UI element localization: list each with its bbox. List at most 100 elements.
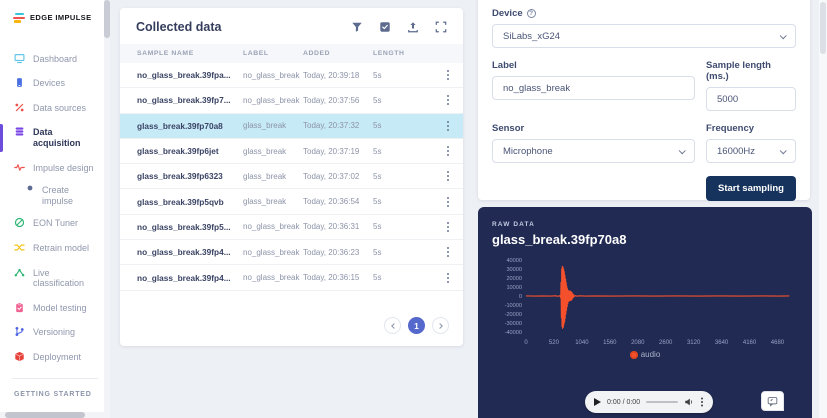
row-menu-icon[interactable] xyxy=(447,114,463,138)
volume-icon[interactable] xyxy=(684,397,694,407)
row-menu-icon[interactable] xyxy=(447,88,463,112)
x-tick-label: 2080 xyxy=(631,340,645,346)
sample-name: no_glass_break.39fp4... xyxy=(137,247,231,258)
sample-added: Today, 20:39:18 xyxy=(303,70,360,80)
device-label: Device xyxy=(492,8,523,19)
sample-length-input[interactable] xyxy=(706,87,796,111)
sidebar-item-label: Deployment xyxy=(33,352,82,363)
sample-length: 5s xyxy=(373,95,382,105)
waveform-chart-svg: 40000 30000 20000 10000 0 -10000 -20000 -30000 -… xyxy=(505,258,790,346)
sidebar-item-model-testing[interactable]: Model testing xyxy=(0,296,110,321)
table-header-row: Sample name Label Added Length xyxy=(120,44,463,63)
devices-icon xyxy=(14,77,25,88)
sidebar-item-label: Retrain model xyxy=(33,243,90,254)
x-tick-label: 3120 xyxy=(687,340,701,346)
select-mode-icon[interactable] xyxy=(378,21,391,34)
sample-name: glass_break.39fp6jet xyxy=(137,146,219,157)
sample-length: 5s xyxy=(373,247,382,257)
sample-label: glass_break xyxy=(243,171,287,181)
sample-added: Today, 20:37:32 xyxy=(303,121,360,131)
sample-name: no_glass_break.39fp5... xyxy=(137,221,231,232)
sidebar-vertical-scrollbar-thumb[interactable] xyxy=(104,0,110,38)
edge-impulse-logo[interactable]: EDGE IMPULSE xyxy=(0,0,110,23)
table-row[interactable]: glass_break.39fp70a8 glass_break Today, … xyxy=(120,113,463,139)
upload-icon[interactable] xyxy=(406,21,419,34)
sidebar-vertical-scrollbar[interactable] xyxy=(104,0,110,418)
page-vertical-scrollbar-thumb[interactable] xyxy=(820,2,826,54)
sidebar-item-label: Data sources xyxy=(33,102,87,113)
table-row[interactable]: glass_break.39fp5qvb glass_break Today, … xyxy=(120,189,463,215)
sidebar-item-label: EON Tuner xyxy=(33,218,79,229)
table-row[interactable]: no_glass_break.39fp4... no_glass_break T… xyxy=(120,240,463,266)
table-row[interactable]: no_glass_break.39fpa... no_glass_break T… xyxy=(120,63,463,89)
chevron-down-icon xyxy=(779,31,787,39)
next-page-button[interactable] xyxy=(432,317,449,334)
device-select[interactable]: SiLabs_xG24 xyxy=(492,24,796,48)
dashboard-icon xyxy=(14,53,25,64)
sidebar-horizontal-scrollbar[interactable] xyxy=(0,412,104,418)
filter-icon[interactable] xyxy=(350,21,363,34)
label-input[interactable] xyxy=(492,76,695,100)
waveform-chart: 40000 30000 20000 10000 0 -10000 -20000 -30000 -… xyxy=(492,255,798,347)
sidebar-item-eon-tuner[interactable]: EON Tuner xyxy=(0,211,110,236)
table-row[interactable]: glass_break.39fp6323 glass_break Today, … xyxy=(120,164,463,190)
sidebar-item-create-impulse[interactable]: Create impulse xyxy=(0,180,110,211)
sidebar-item-retrain-model[interactable]: Retrain model xyxy=(0,236,110,261)
y-tick-label: -40000 xyxy=(505,330,522,336)
versioning-icon xyxy=(14,326,25,337)
table-row[interactable]: glass_break.39fp6jet glass_break Today, … xyxy=(120,139,463,165)
sidebar-item-versioning[interactable]: Versioning xyxy=(0,320,110,345)
sidebar-item-data-acquisition[interactable]: Data acquisition xyxy=(0,120,110,155)
row-menu-icon[interactable] xyxy=(447,189,463,213)
row-menu-icon[interactable] xyxy=(447,240,463,264)
raw-data-menu-icon[interactable] xyxy=(792,223,800,227)
table-row[interactable]: no_glass_break.39fp4... no_glass_break T… xyxy=(120,265,463,291)
feedback-widget-button[interactable] xyxy=(761,391,784,411)
sidebar-item-deployment[interactable]: Deployment xyxy=(0,345,110,370)
label-label: Label xyxy=(492,60,517,71)
x-tick-label: 520 xyxy=(549,340,560,346)
edge-impulse-logo-icon xyxy=(13,13,25,23)
sample-length: 5s xyxy=(373,222,382,232)
logo-text: EDGE IMPULSE xyxy=(30,13,92,23)
create-impulse-bullet-icon xyxy=(26,184,34,192)
sample-length: 5s xyxy=(373,146,382,156)
sidebar-horizontal-scrollbar-thumb[interactable] xyxy=(5,412,85,418)
x-tick-label: 4680 xyxy=(771,340,785,346)
y-tick-label: 40000 xyxy=(506,258,522,264)
sidebar-item-data-sources[interactable]: Data sources xyxy=(0,96,110,121)
row-menu-icon[interactable] xyxy=(447,139,463,163)
legend-item-audio[interactable]: audio xyxy=(492,350,798,359)
table-row[interactable]: no_glass_break.39fp7... no_glass_break T… xyxy=(120,88,463,114)
sidebar-item-impulse-design[interactable]: Impulse design xyxy=(0,156,110,181)
start-sampling-button[interactable]: Start sampling xyxy=(706,176,796,201)
sensor-select[interactable]: Microphone xyxy=(492,139,695,163)
row-menu-icon[interactable] xyxy=(447,215,463,239)
prev-page-button[interactable] xyxy=(384,317,401,334)
raw-data-panel: RAW DATA glass_break.39fp70a8 40000 30000… xyxy=(478,207,812,418)
expand-icon[interactable] xyxy=(434,21,447,34)
sample-added: Today, 20:36:23 xyxy=(303,247,360,257)
sample-length: 5s xyxy=(373,70,382,80)
play-icon[interactable] xyxy=(594,398,601,406)
player-menu-icon[interactable] xyxy=(700,401,704,403)
table-row[interactable]: no_glass_break.39fp5... no_glass_break T… xyxy=(120,215,463,241)
player-progress-bar[interactable] xyxy=(646,401,678,403)
sidebar-item-devices[interactable]: Devices xyxy=(0,71,110,96)
sample-name: no_glass_break.39fpa... xyxy=(137,70,231,81)
sidebar-item-live-classification[interactable]: Live classification xyxy=(0,261,110,296)
legend-audio-label: audio xyxy=(640,350,661,359)
sidebar-item-label: Devices xyxy=(33,78,66,89)
sidebar-item-label: Live classification xyxy=(33,267,85,289)
current-page-button[interactable]: 1 xyxy=(408,317,425,334)
frequency-select[interactable]: 16000Hz xyxy=(706,139,796,163)
sidebar: EDGE IMPULSE Dashboard Devices Data sour… xyxy=(0,0,110,418)
row-menu-icon[interactable] xyxy=(447,63,463,87)
y-tick-label: 10000 xyxy=(506,285,522,291)
help-icon[interactable]: ? xyxy=(526,9,536,18)
page-vertical-scrollbar[interactable] xyxy=(819,0,827,418)
sidebar-item-dashboard[interactable]: Dashboard xyxy=(0,47,110,72)
sample-name: glass_break.39fp70a8 xyxy=(137,120,223,131)
row-menu-icon[interactable] xyxy=(447,164,463,188)
row-menu-icon[interactable] xyxy=(447,265,463,289)
